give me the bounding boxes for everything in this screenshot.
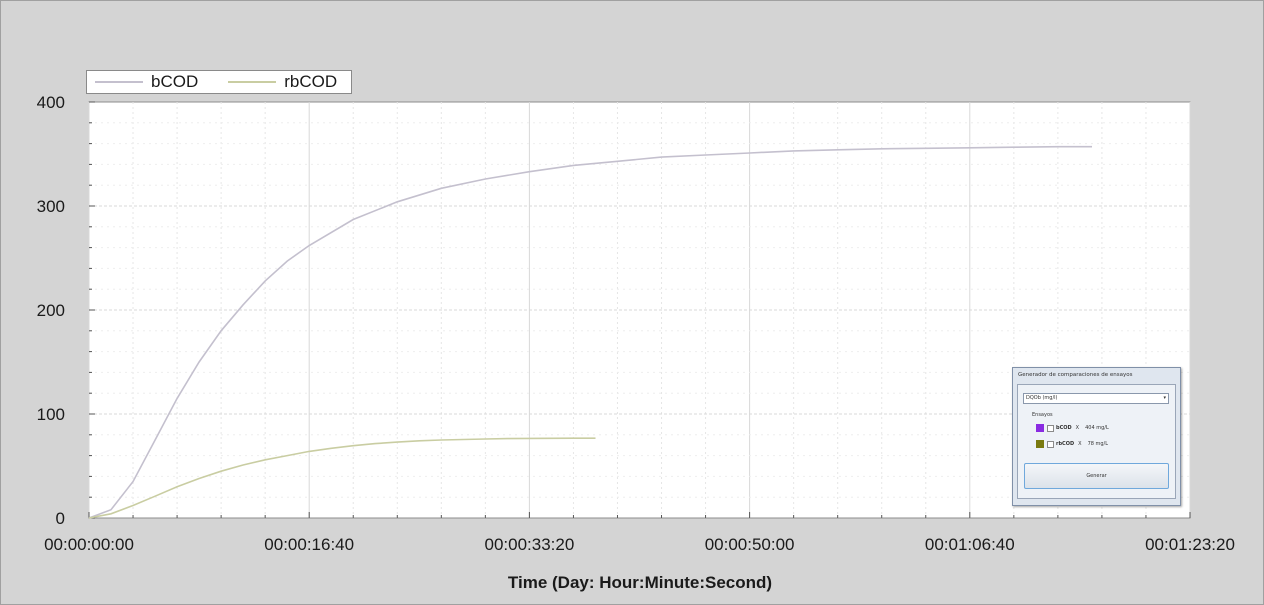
y-tick-label: 400: [37, 93, 65, 112]
x-tick-label: 00:00:00:00: [44, 535, 134, 554]
variable-select-value: DQOb (mg/l): [1026, 395, 1058, 401]
x-tick-label: 00:01:06:40: [925, 535, 1015, 554]
trial-checkbox[interactable]: [1047, 440, 1054, 448]
panel-title: Generador de comparaciones de ensayos: [1018, 372, 1133, 378]
y-tick-label: 0: [56, 509, 65, 528]
legend-label-rbcod: rbCOD: [284, 72, 338, 91]
remove-trial-button[interactable]: X: [1078, 441, 1082, 447]
variable-select[interactable]: DQOb (mg/l) ▾: [1023, 393, 1169, 404]
trial-row-rbcod: rbCOD X 78 mg/L: [1036, 439, 1108, 449]
x-tick-label: 00:00:50:00: [705, 535, 795, 554]
axes: 0 100 200 300 400 00:00:00:00 00:00:16:40 00:00…: [37, 93, 1235, 554]
chart-legend: bCOD rbCOD: [86, 70, 352, 94]
generate-button-label: Generar: [1086, 473, 1107, 479]
trial-row-bcod: bCOD X 404 mg/L: [1036, 423, 1109, 433]
series-line-rbcod: [88, 437, 596, 519]
legend-swatch-rbcod: [228, 81, 277, 83]
color-swatch-button[interactable]: [1036, 424, 1044, 432]
trial-value: 78 mg/L: [1087, 441, 1109, 447]
trial-value: 404 mg/L: [1085, 425, 1109, 431]
trials-group-label: Ensayos: [1032, 412, 1053, 418]
x-tick-label: 00:00:33:20: [484, 535, 574, 554]
generate-button[interactable]: Generar: [1024, 463, 1169, 489]
legend-swatch-bcod: [95, 81, 143, 83]
legend-item-bcod: bCOD: [87, 72, 198, 92]
comparison-generator-panel: Generador de comparaciones de ensayos DQ…: [1012, 367, 1181, 506]
trial-checkbox[interactable]: [1047, 424, 1054, 432]
legend-item-rbcod: rbCOD: [220, 72, 337, 92]
panel-content: DQOb (mg/l) ▾ Ensayos bCOD X 404 mg/L rb…: [1017, 384, 1176, 499]
y-tick-label: 100: [37, 405, 65, 424]
trial-name: bCOD: [1056, 425, 1072, 431]
x-tick-label: 00:00:16:40: [264, 535, 354, 554]
legend-label-bcod: bCOD: [151, 72, 199, 91]
x-tick-label: 00:01:23:20: [1145, 535, 1235, 554]
x-axis-title: Time (Day: Hour:Minute:Second): [508, 573, 772, 592]
y-tick-label: 200: [37, 301, 65, 320]
color-swatch-button[interactable]: [1036, 440, 1044, 448]
series-line-bcod: [88, 145, 1092, 519]
series-lines: [88, 145, 1092, 519]
y-tick-label: 300: [37, 197, 65, 216]
chevron-down-icon: ▾: [1163, 395, 1166, 401]
trial-name: rbCOD: [1056, 441, 1075, 447]
remove-trial-button[interactable]: X: [1075, 425, 1080, 431]
